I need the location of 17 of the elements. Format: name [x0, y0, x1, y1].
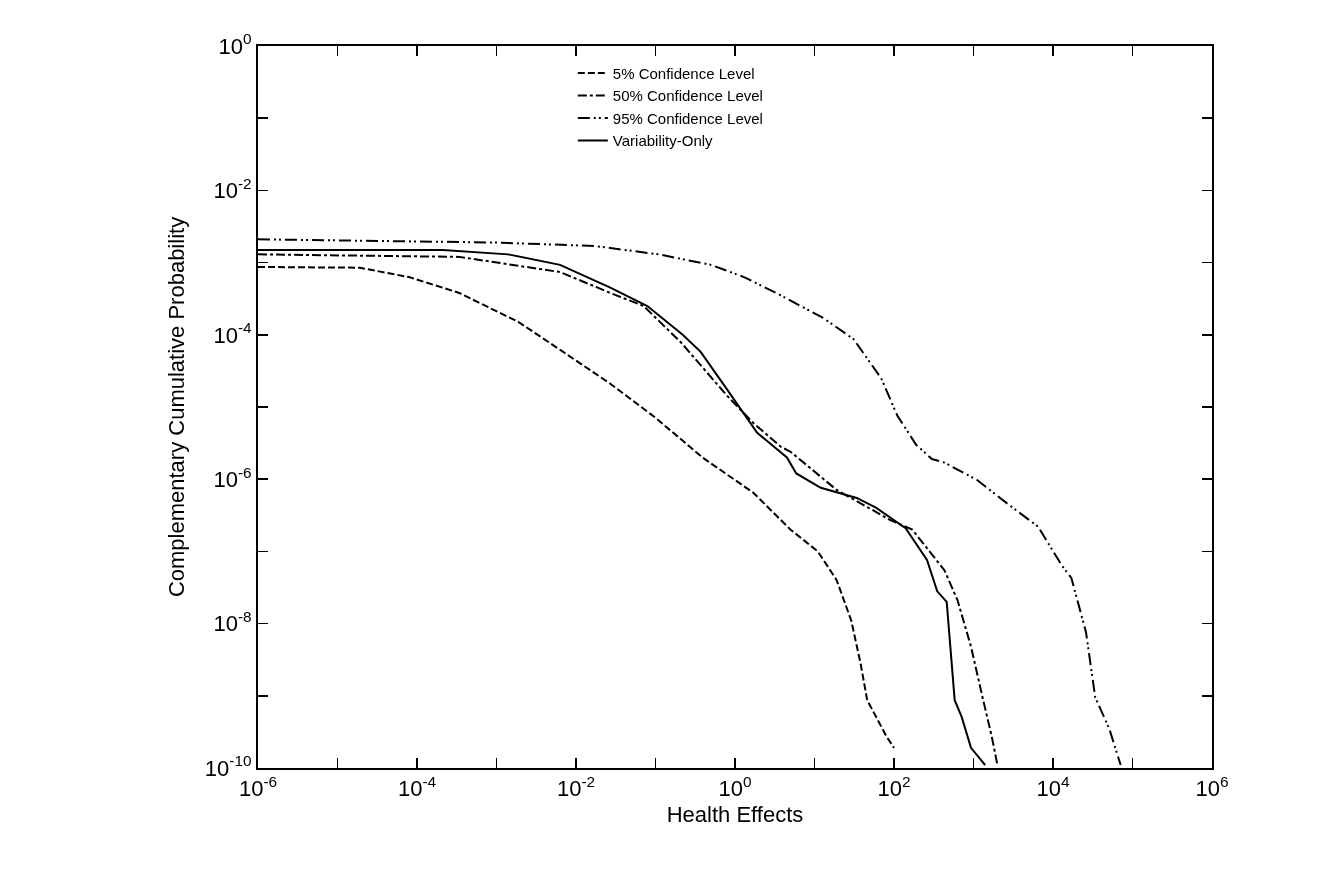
legend-label: Variability-Only	[612, 132, 714, 150]
y-tick-label: 10$^{0}$	[218, 30, 252, 59]
x-tick-label: 10$^{2}$	[877, 773, 911, 802]
x-tick-label: 10$^{4}$	[1036, 773, 1070, 802]
legend-label: 5% Confidence Level	[612, 64, 755, 82]
x-axis-title: Health Effects	[666, 801, 804, 827]
x-tick-label: 10$^{-4}$	[397, 773, 437, 802]
legend-label: 50% Confidence Level	[612, 87, 763, 105]
y-tick-label: 10$^{-6}$	[213, 463, 252, 492]
y-tick-label: 10$^{-4}$	[213, 319, 253, 348]
x-tick-label: 10$^{0}$	[718, 773, 752, 802]
y-tick-label: 10$^{-8}$	[213, 608, 252, 637]
legend-label: 95% Confidence Level	[612, 109, 763, 127]
x-tick-label: 10$^{6}$	[1195, 773, 1229, 802]
y-axis-title: Complementary Cumulative Probability	[164, 216, 190, 598]
x-tick-label: 10$^{-2}$	[556, 773, 596, 802]
y-tick-label: 10$^{-2}$	[213, 174, 252, 204]
